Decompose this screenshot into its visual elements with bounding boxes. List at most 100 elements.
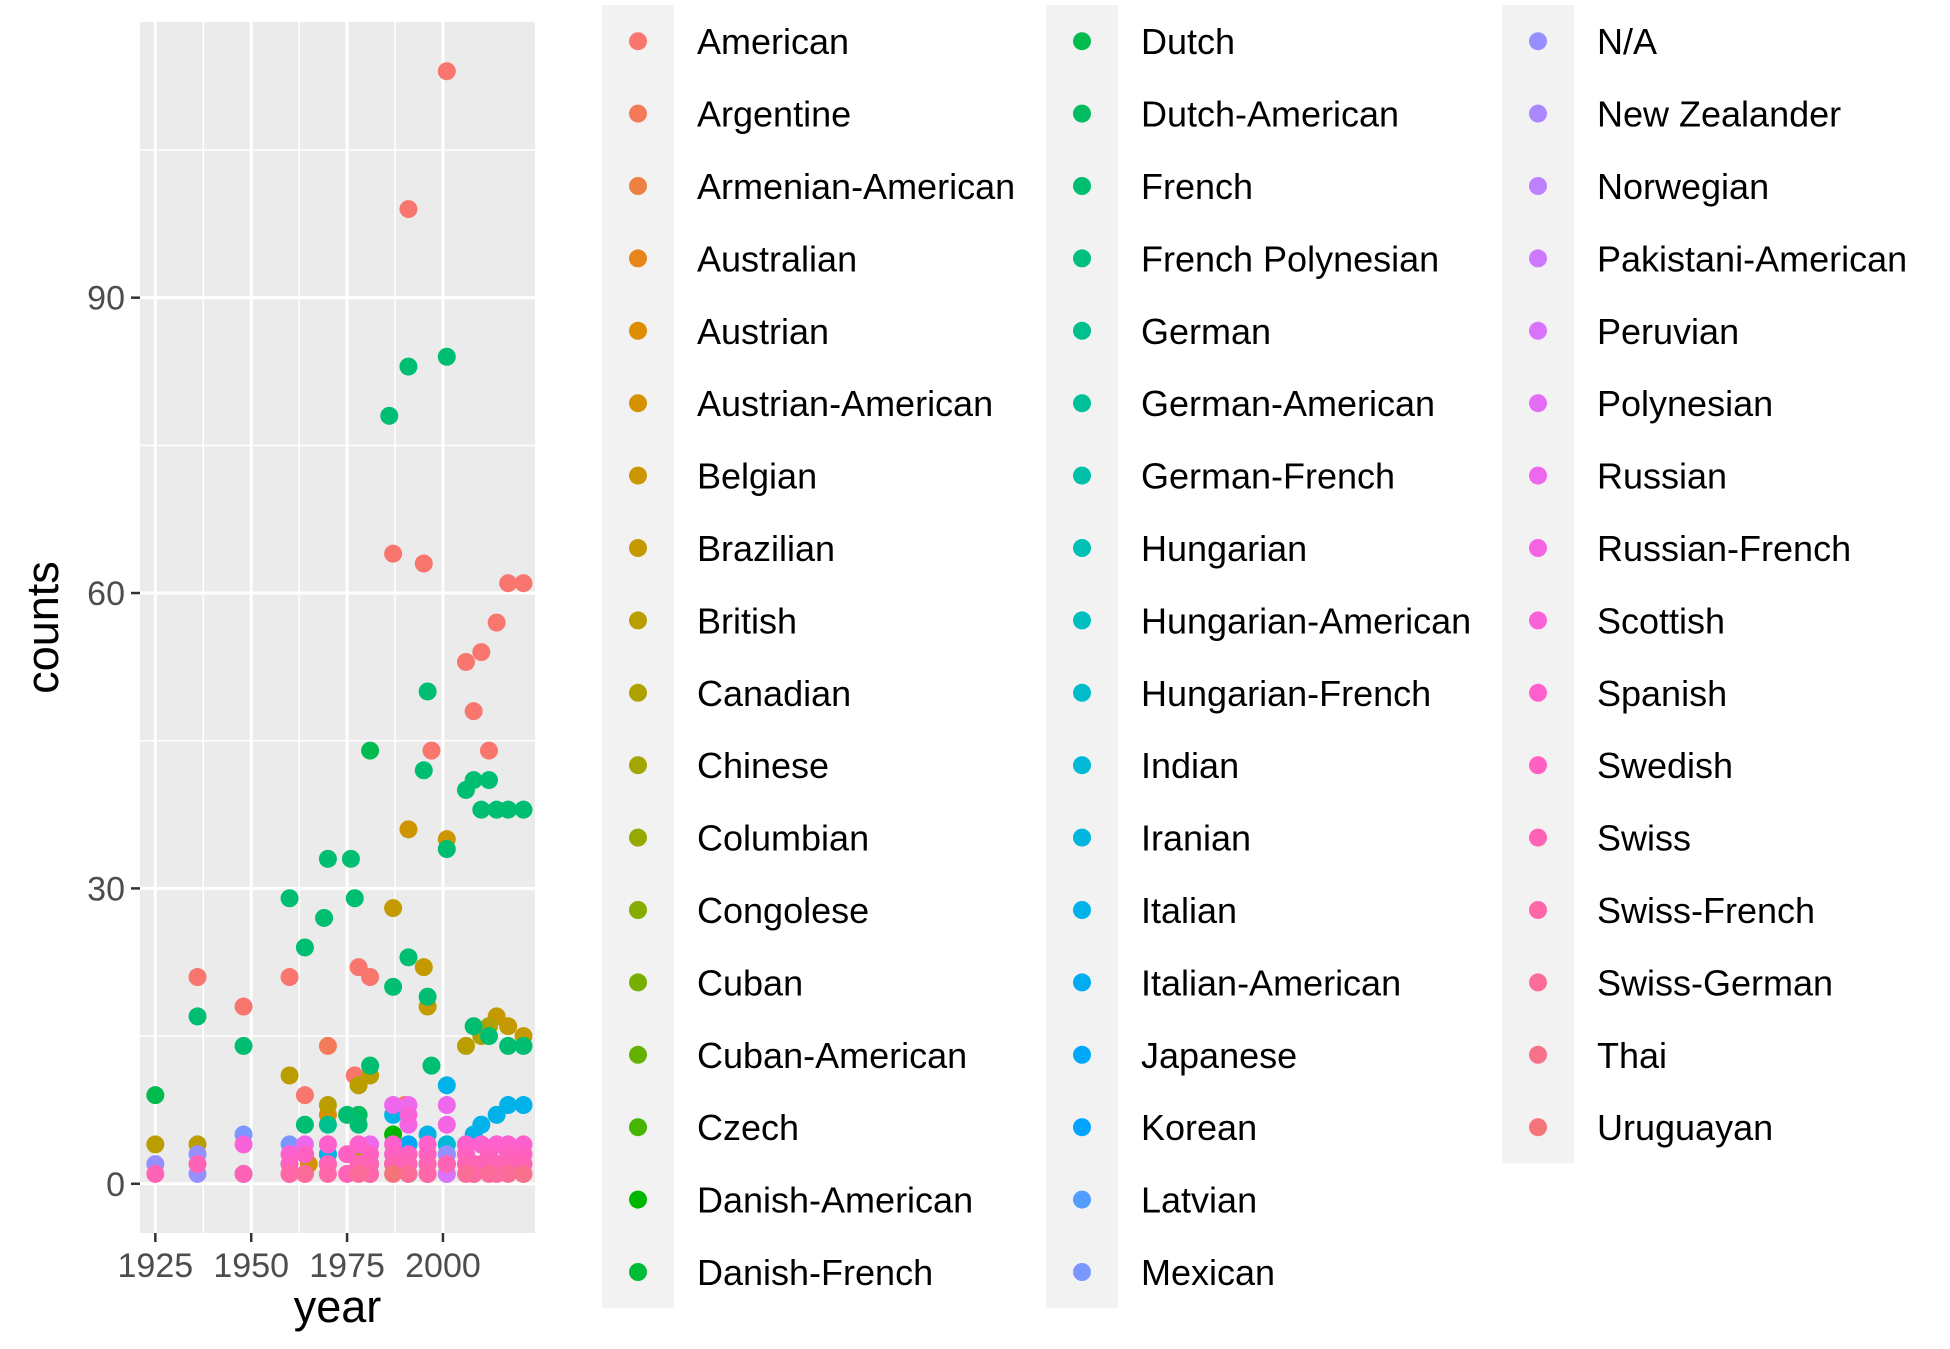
legend-label: British — [697, 600, 797, 641]
legend-label: Columbian — [697, 818, 869, 859]
data-point — [384, 899, 403, 918]
data-point — [472, 1115, 491, 1134]
legend-label: French — [1141, 166, 1253, 207]
legend-key — [629, 321, 647, 340]
data-point — [414, 554, 433, 573]
data-point — [456, 1036, 475, 1055]
legend-key — [1073, 1118, 1091, 1137]
legend-label: Swiss-German — [1597, 962, 1833, 1003]
data-point — [349, 1164, 368, 1183]
data-point — [280, 889, 299, 908]
legend-key-background — [1046, 5, 1118, 1309]
data-points — [146, 62, 533, 1183]
data-point — [499, 1017, 518, 1036]
data-point — [384, 977, 403, 996]
data-point — [437, 1076, 456, 1095]
data-point — [472, 800, 491, 819]
legend-key — [629, 1190, 647, 1209]
legend-key — [629, 104, 647, 123]
data-point — [345, 889, 364, 908]
legend-key — [629, 1045, 647, 1064]
legend-key — [629, 1118, 647, 1137]
data-point — [499, 1036, 518, 1055]
legend-label: Australian — [697, 238, 857, 279]
grid-lines — [140, 22, 535, 1233]
data-point — [418, 987, 437, 1006]
legend-key — [1529, 32, 1547, 51]
data-point — [414, 761, 433, 780]
data-point — [499, 1164, 518, 1183]
data-point — [437, 1115, 456, 1134]
legend-key — [1073, 1190, 1091, 1209]
legend-key — [1073, 177, 1091, 195]
legend-label: Armenian-American — [697, 166, 1015, 207]
data-point — [499, 574, 518, 593]
legend-key — [1073, 611, 1091, 630]
legend-label: Canadian — [697, 673, 851, 714]
data-point — [188, 1155, 207, 1174]
data-point — [234, 997, 253, 1016]
data-point — [318, 1096, 337, 1115]
legend-key — [1073, 394, 1091, 413]
plot-panel — [140, 22, 535, 1233]
y-tick-label: 30 — [87, 870, 125, 908]
data-point — [399, 357, 418, 376]
legend-label: Polynesian — [1597, 383, 1773, 424]
legend-key — [1529, 1118, 1547, 1137]
legend-key — [1529, 104, 1547, 123]
legend-label: Danish-American — [697, 1180, 973, 1221]
legend-label: Dutch — [1141, 21, 1235, 62]
data-point — [456, 1164, 475, 1183]
legend-key — [1529, 539, 1547, 557]
legend-key — [1073, 32, 1091, 51]
legend-label: Cuban — [697, 962, 803, 1003]
y-tick-label: 60 — [87, 575, 125, 613]
data-point — [234, 1164, 253, 1183]
data-point — [399, 200, 418, 219]
legend-key — [629, 828, 647, 847]
legend-label: Cuban-American — [697, 1035, 967, 1076]
legend-key — [629, 249, 647, 268]
legend-key — [629, 683, 647, 702]
panel-background — [140, 22, 535, 1233]
legend-key — [1529, 973, 1547, 992]
legend-key — [629, 611, 647, 630]
legend-key — [1529, 611, 1547, 630]
legend-label: Chinese — [697, 745, 829, 786]
legend-label: Swedish — [1597, 745, 1733, 786]
data-point — [399, 1164, 418, 1183]
data-point — [146, 1086, 165, 1105]
data-point — [422, 1056, 441, 1075]
data-point — [514, 1164, 533, 1183]
legend-key — [1073, 973, 1091, 992]
legend-label: German-American — [1141, 383, 1435, 424]
legend-key — [1529, 901, 1547, 919]
x-axis-title: year — [294, 1281, 382, 1332]
legend-key — [1529, 466, 1547, 485]
legend-label: American — [697, 21, 849, 62]
x-tick-label: 1925 — [118, 1247, 194, 1285]
data-point — [280, 1164, 299, 1183]
legend-key — [629, 973, 647, 992]
legend-key — [1073, 539, 1091, 557]
legend-key — [629, 901, 647, 919]
legend-label: Mexican — [1141, 1252, 1275, 1293]
data-point — [418, 682, 437, 701]
legend-label: Korean — [1141, 1107, 1257, 1148]
legend-key — [1529, 683, 1547, 702]
data-point — [318, 1135, 337, 1154]
legend-label: Dutch-American — [1141, 94, 1399, 135]
legend-label: Czech — [697, 1107, 799, 1148]
legend-label: Argentine — [697, 94, 851, 135]
legend-label: Peruvian — [1597, 311, 1739, 352]
legend-key — [1073, 756, 1091, 775]
data-point — [418, 1164, 437, 1183]
legend-label: Russian-French — [1597, 528, 1851, 569]
data-point — [146, 1135, 165, 1154]
legend-label: Norwegian — [1597, 166, 1769, 207]
legend-label: Iranian — [1141, 818, 1251, 859]
legend-label: Hungarian — [1141, 528, 1307, 569]
data-point — [384, 1164, 403, 1183]
legend-key — [629, 177, 647, 195]
